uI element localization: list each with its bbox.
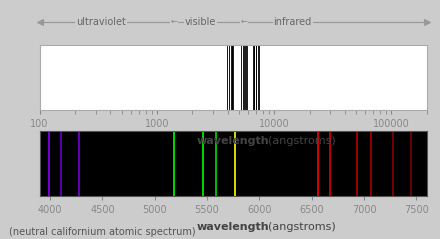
Text: wavelength: wavelength [197, 136, 270, 146]
Text: ←: ← [241, 17, 248, 26]
Text: infrared: infrared [274, 16, 312, 27]
Text: ultraviolet: ultraviolet [76, 16, 126, 27]
Text: (angstroms): (angstroms) [268, 136, 335, 146]
Text: wavelength: wavelength [197, 222, 270, 232]
Text: ←: ← [170, 17, 177, 26]
Text: (neutral californium atomic spectrum): (neutral californium atomic spectrum) [9, 227, 195, 237]
Text: visible: visible [184, 16, 216, 27]
Text: (angstroms): (angstroms) [268, 222, 335, 232]
